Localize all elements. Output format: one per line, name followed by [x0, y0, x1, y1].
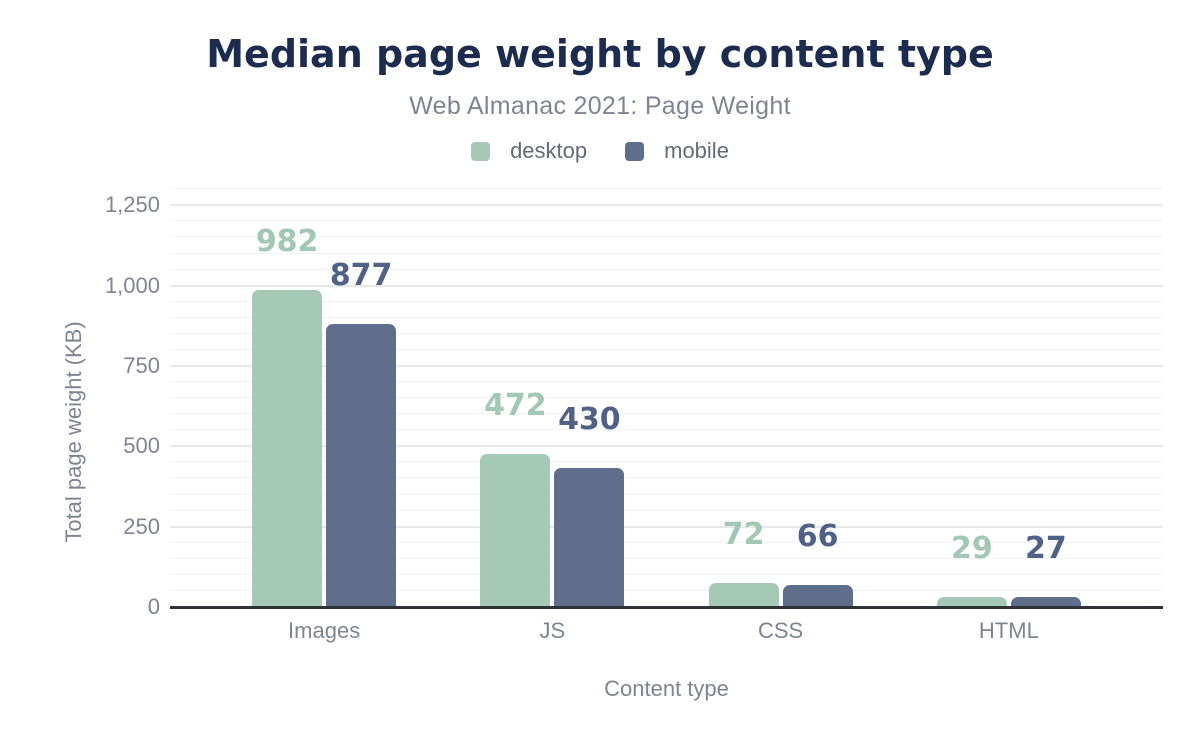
value-label-mobile-images: 877	[329, 258, 393, 294]
x-axis-line	[170, 606, 1163, 609]
category-label-images: Images	[288, 618, 361, 643]
gridline-minor	[170, 557, 1163, 559]
value-label-mobile-html: 27	[1025, 531, 1067, 567]
desktop-swatch-icon	[471, 141, 491, 161]
gridline-major	[170, 365, 1163, 367]
gridline-minor	[170, 397, 1163, 399]
gridline-minor	[170, 188, 1163, 190]
gridline-minor	[170, 541, 1163, 543]
bar-mobile-html	[1010, 597, 1081, 606]
gridline-minor	[170, 220, 1163, 222]
gridline-major	[170, 445, 1163, 448]
value-label-mobile-js: 430	[558, 401, 621, 437]
legend-label-mobile: mobile	[664, 138, 729, 163]
y-tick-label: 1,250	[104, 192, 160, 218]
gridline-major	[170, 525, 1163, 528]
bar-desktop-html	[936, 596, 1007, 606]
y-tick-label: 250	[123, 513, 160, 539]
gridline-minor	[170, 429, 1163, 431]
bar-desktop-css	[708, 582, 779, 606]
gridline-minor	[170, 332, 1163, 334]
gridline-minor	[170, 461, 1163, 463]
gridline-minor	[170, 509, 1163, 511]
legend-item-desktop: desktop	[471, 138, 587, 164]
bar-desktop-js	[480, 454, 551, 606]
value-label-desktop-css: 72	[722, 516, 765, 552]
bar-desktop-images	[252, 290, 323, 606]
category-label-css: CSS	[758, 618, 804, 643]
gridline-minor	[170, 589, 1163, 591]
y-tick-label: 1,000	[104, 272, 160, 298]
bar-mobile-js	[554, 467, 625, 606]
value-label-mobile-css: 66	[796, 518, 839, 554]
legend: desktop mobile	[0, 138, 1200, 164]
gridline-minor	[170, 381, 1163, 383]
gridline-minor	[170, 300, 1163, 302]
mobile-swatch-icon	[625, 141, 645, 161]
gridline-minor	[170, 477, 1163, 479]
gridline-major	[170, 284, 1163, 287]
category-label-html: HTML	[978, 618, 1039, 643]
gridline-minor	[170, 236, 1163, 238]
value-label-desktop-html: 29	[951, 530, 993, 566]
gridline-major	[170, 204, 1163, 207]
value-label-desktop-js: 472	[484, 388, 547, 424]
category-label-js: JS	[539, 618, 566, 643]
y-tick-label: 500	[123, 433, 160, 459]
gridline-minor	[170, 573, 1163, 575]
value-label-desktop-images: 982	[255, 224, 319, 260]
bar-mobile-css	[782, 584, 853, 606]
chart-title: Median page weight by content type	[206, 32, 994, 76]
gridline-minor	[170, 413, 1163, 415]
y-tick-label: 750	[123, 352, 160, 378]
legend-item-mobile: mobile	[625, 138, 729, 164]
chart-subtitle: Web Almanac 2021: Page Weight	[409, 92, 791, 120]
y-tick-label: 0	[147, 594, 160, 619]
gridline-minor	[170, 268, 1163, 270]
x-axis-title: Content type	[604, 676, 729, 701]
gridline-minor	[170, 252, 1163, 254]
legend-label-desktop: desktop	[510, 138, 588, 163]
gridline-minor	[170, 493, 1163, 495]
bar-mobile-images	[326, 324, 397, 606]
gridline-minor	[170, 316, 1163, 318]
plot-area: 982 877 472 430 72 66 29 27	[170, 187, 1163, 609]
gridline-minor	[170, 348, 1163, 350]
